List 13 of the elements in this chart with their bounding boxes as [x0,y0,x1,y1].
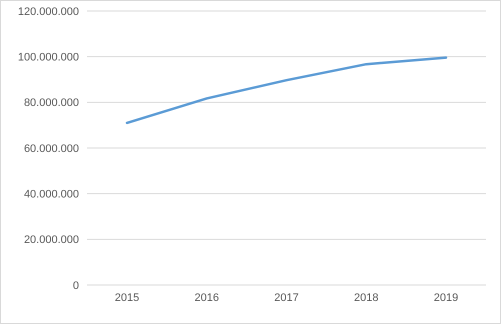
line-series [126,56,448,124]
x-tick-label: 2019 [434,292,458,304]
x-tick-label: 2018 [354,292,378,304]
x-tick-label: 2015 [114,292,140,304]
x-tick-label: 2017 [274,292,299,304]
y-tick-label: 100.000.000 [18,52,79,64]
x-tick-label: 2016 [194,292,219,304]
y-tick-label: 0 [72,280,79,292]
y-tick-label: 80.000.000 [24,97,79,110]
y-tick-label: 60.000.000 [24,142,79,155]
y-tick-label: 40.000.000 [24,188,79,201]
y-tick-label: 120.000.000 [18,6,79,18]
y-tick-label: 20.000.000 [24,234,79,246]
